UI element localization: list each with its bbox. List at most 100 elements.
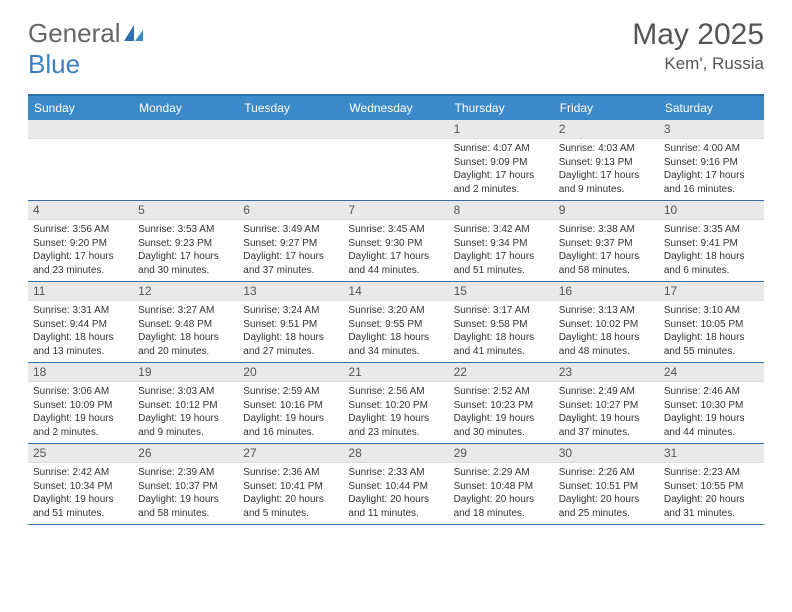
- day-cell: 6Sunrise: 3:49 AMSunset: 9:27 PMDaylight…: [238, 201, 343, 281]
- day-details: Sunrise: 4:07 AMSunset: 9:09 PMDaylight:…: [449, 139, 554, 200]
- daylight-text: Daylight: 17 hours and 16 minutes.: [664, 169, 759, 196]
- day-cell: 3Sunrise: 4:00 AMSunset: 9:16 PMDaylight…: [659, 120, 764, 200]
- sunrise-text: Sunrise: 2:46 AM: [664, 385, 759, 399]
- sunset-text: Sunset: 10:12 PM: [138, 399, 233, 413]
- sunrise-text: Sunrise: 2:52 AM: [454, 385, 549, 399]
- daylight-text: Daylight: 20 hours and 18 minutes.: [454, 493, 549, 520]
- sunrise-text: Sunrise: 3:49 AM: [243, 223, 338, 237]
- sunset-text: Sunset: 10:16 PM: [243, 399, 338, 413]
- day-number: [343, 120, 448, 139]
- sunset-text: Sunset: 10:48 PM: [454, 480, 549, 494]
- day-cell: 15Sunrise: 3:17 AMSunset: 9:58 PMDayligh…: [449, 282, 554, 362]
- sunset-text: Sunset: 9:09 PM: [454, 156, 549, 170]
- daylight-text: Daylight: 17 hours and 23 minutes.: [33, 250, 128, 277]
- day-cell: 4Sunrise: 3:56 AMSunset: 9:20 PMDaylight…: [28, 201, 133, 281]
- calendar: Sunday Monday Tuesday Wednesday Thursday…: [28, 94, 764, 525]
- sunrise-text: Sunrise: 4:00 AM: [664, 142, 759, 156]
- sunset-text: Sunset: 9:41 PM: [664, 237, 759, 251]
- day-number: [238, 120, 343, 139]
- daylight-text: Daylight: 19 hours and 37 minutes.: [559, 412, 654, 439]
- day-cell: 18Sunrise: 3:06 AMSunset: 10:09 PMDaylig…: [28, 363, 133, 443]
- sunrise-text: Sunrise: 2:29 AM: [454, 466, 549, 480]
- sunrise-text: Sunrise: 2:23 AM: [664, 466, 759, 480]
- day-cell: 11Sunrise: 3:31 AMSunset: 9:44 PMDayligh…: [28, 282, 133, 362]
- day-details: Sunrise: 3:13 AMSunset: 10:02 PMDaylight…: [554, 301, 659, 362]
- day-details: Sunrise: 2:59 AMSunset: 10:16 PMDaylight…: [238, 382, 343, 443]
- day-number: 28: [343, 444, 448, 463]
- daylight-text: Daylight: 20 hours and 11 minutes.: [348, 493, 443, 520]
- day-details: Sunrise: 3:03 AMSunset: 10:12 PMDaylight…: [133, 382, 238, 443]
- day-details: Sunrise: 3:10 AMSunset: 10:05 PMDaylight…: [659, 301, 764, 362]
- week-row: 18Sunrise: 3:06 AMSunset: 10:09 PMDaylig…: [28, 363, 764, 444]
- sunset-text: Sunset: 9:51 PM: [243, 318, 338, 332]
- dayheader-mon: Monday: [133, 96, 238, 120]
- weeks-container: 1Sunrise: 4:07 AMSunset: 9:09 PMDaylight…: [28, 120, 764, 525]
- sunrise-text: Sunrise: 3:20 AM: [348, 304, 443, 318]
- daylight-text: Daylight: 20 hours and 5 minutes.: [243, 493, 338, 520]
- title-block: May 2025 Kem', Russia: [632, 18, 764, 74]
- day-number: 6: [238, 201, 343, 220]
- sunset-text: Sunset: 10:09 PM: [33, 399, 128, 413]
- week-row: 4Sunrise: 3:56 AMSunset: 9:20 PMDaylight…: [28, 201, 764, 282]
- sunrise-text: Sunrise: 2:39 AM: [138, 466, 233, 480]
- day-cell: 29Sunrise: 2:29 AMSunset: 10:48 PMDaylig…: [449, 444, 554, 524]
- sunset-text: Sunset: 9:13 PM: [559, 156, 654, 170]
- daylight-text: Daylight: 19 hours and 16 minutes.: [243, 412, 338, 439]
- day-details: Sunrise: 3:20 AMSunset: 9:55 PMDaylight:…: [343, 301, 448, 362]
- sunset-text: Sunset: 9:37 PM: [559, 237, 654, 251]
- daylight-text: Daylight: 19 hours and 30 minutes.: [454, 412, 549, 439]
- day-details: Sunrise: 2:26 AMSunset: 10:51 PMDaylight…: [554, 463, 659, 524]
- sunset-text: Sunset: 10:37 PM: [138, 480, 233, 494]
- day-cell: 27Sunrise: 2:36 AMSunset: 10:41 PMDaylig…: [238, 444, 343, 524]
- day-cell: 24Sunrise: 2:46 AMSunset: 10:30 PMDaylig…: [659, 363, 764, 443]
- day-number: 12: [133, 282, 238, 301]
- day-details: Sunrise: 3:06 AMSunset: 10:09 PMDaylight…: [28, 382, 133, 443]
- day-number: 10: [659, 201, 764, 220]
- day-cell: 23Sunrise: 2:49 AMSunset: 10:27 PMDaylig…: [554, 363, 659, 443]
- day-cell: 31Sunrise: 2:23 AMSunset: 10:55 PMDaylig…: [659, 444, 764, 524]
- day-details: Sunrise: 3:56 AMSunset: 9:20 PMDaylight:…: [28, 220, 133, 281]
- logo-sail-icon: [123, 18, 145, 49]
- sunset-text: Sunset: 9:48 PM: [138, 318, 233, 332]
- sunset-text: Sunset: 9:23 PM: [138, 237, 233, 251]
- day-cell: 2Sunrise: 4:03 AMSunset: 9:13 PMDaylight…: [554, 120, 659, 200]
- day-cell: [133, 120, 238, 200]
- sunrise-text: Sunrise: 2:36 AM: [243, 466, 338, 480]
- day-number: 4: [28, 201, 133, 220]
- sunset-text: Sunset: 10:34 PM: [33, 480, 128, 494]
- sunrise-text: Sunrise: 2:49 AM: [559, 385, 654, 399]
- day-cell: 1Sunrise: 4:07 AMSunset: 9:09 PMDaylight…: [449, 120, 554, 200]
- daylight-text: Daylight: 20 hours and 25 minutes.: [559, 493, 654, 520]
- day-details: Sunrise: 2:36 AMSunset: 10:41 PMDaylight…: [238, 463, 343, 524]
- day-number: 29: [449, 444, 554, 463]
- day-details: Sunrise: 3:38 AMSunset: 9:37 PMDaylight:…: [554, 220, 659, 281]
- sunset-text: Sunset: 10:23 PM: [454, 399, 549, 413]
- day-details: Sunrise: 2:39 AMSunset: 10:37 PMDaylight…: [133, 463, 238, 524]
- daylight-text: Daylight: 19 hours and 23 minutes.: [348, 412, 443, 439]
- daylight-text: Daylight: 18 hours and 27 minutes.: [243, 331, 338, 358]
- sunset-text: Sunset: 10:51 PM: [559, 480, 654, 494]
- sunset-text: Sunset: 10:20 PM: [348, 399, 443, 413]
- day-cell: 25Sunrise: 2:42 AMSunset: 10:34 PMDaylig…: [28, 444, 133, 524]
- day-cell: 28Sunrise: 2:33 AMSunset: 10:44 PMDaylig…: [343, 444, 448, 524]
- week-row: 1Sunrise: 4:07 AMSunset: 9:09 PMDaylight…: [28, 120, 764, 201]
- daylight-text: Daylight: 18 hours and 48 minutes.: [559, 331, 654, 358]
- day-number: 11: [28, 282, 133, 301]
- sunset-text: Sunset: 10:41 PM: [243, 480, 338, 494]
- day-details: Sunrise: 2:29 AMSunset: 10:48 PMDaylight…: [449, 463, 554, 524]
- sunrise-text: Sunrise: 3:38 AM: [559, 223, 654, 237]
- sunset-text: Sunset: 10:27 PM: [559, 399, 654, 413]
- day-cell: 22Sunrise: 2:52 AMSunset: 10:23 PMDaylig…: [449, 363, 554, 443]
- sunset-text: Sunset: 9:34 PM: [454, 237, 549, 251]
- day-details: Sunrise: 3:45 AMSunset: 9:30 PMDaylight:…: [343, 220, 448, 281]
- day-number: 31: [659, 444, 764, 463]
- day-details: Sunrise: 2:23 AMSunset: 10:55 PMDaylight…: [659, 463, 764, 524]
- sunset-text: Sunset: 9:44 PM: [33, 318, 128, 332]
- header: GeneralBlue May 2025 Kem', Russia: [0, 0, 792, 88]
- daylight-text: Daylight: 17 hours and 9 minutes.: [559, 169, 654, 196]
- sunrise-text: Sunrise: 3:24 AM: [243, 304, 338, 318]
- day-cell: 5Sunrise: 3:53 AMSunset: 9:23 PMDaylight…: [133, 201, 238, 281]
- day-number: 24: [659, 363, 764, 382]
- sunrise-text: Sunrise: 4:07 AM: [454, 142, 549, 156]
- day-details: Sunrise: 2:49 AMSunset: 10:27 PMDaylight…: [554, 382, 659, 443]
